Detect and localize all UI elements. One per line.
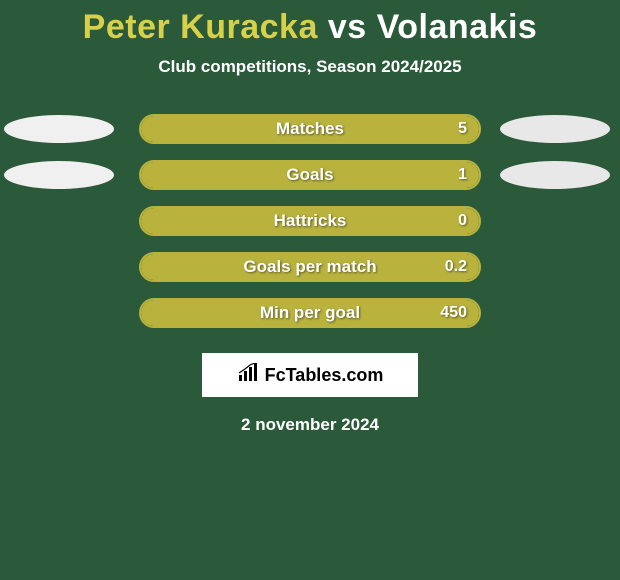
stat-label: Goals per match xyxy=(141,254,479,280)
player1-name: Peter Kuracka xyxy=(83,8,318,46)
stat-bar: Min per goal450 xyxy=(139,298,481,328)
logo-text: FcTables.com xyxy=(265,365,384,386)
stat-value: 0 xyxy=(458,208,467,234)
stats-list: Matches5Goals1Hattricks0Goals per match0… xyxy=(0,113,620,329)
player1-ellipse-icon xyxy=(4,115,114,143)
stat-value: 1 xyxy=(458,162,467,188)
bar-chart-icon xyxy=(237,363,261,388)
stat-bar: Matches5 xyxy=(139,114,481,144)
stat-bar: Goals per match0.2 xyxy=(139,252,481,282)
stat-label: Matches xyxy=(141,116,479,142)
infographic-container: Peter Kuracka vs Volanakis Club competit… xyxy=(0,0,620,435)
page-title: Peter Kuracka vs Volanakis xyxy=(0,8,620,47)
stat-bar: Hattricks0 xyxy=(139,206,481,236)
subtitle: Club competitions, Season 2024/2025 xyxy=(0,57,620,77)
player2-ellipse-icon xyxy=(500,115,610,143)
title-vs: vs xyxy=(328,8,367,46)
stat-row: Goals per match0.2 xyxy=(0,251,620,283)
player1-ellipse-icon xyxy=(4,161,114,189)
stat-value: 5 xyxy=(458,116,467,142)
logo-box[interactable]: FcTables.com xyxy=(202,353,418,397)
stat-label: Goals xyxy=(141,162,479,188)
stat-row: Hattricks0 xyxy=(0,205,620,237)
player2-ellipse-icon xyxy=(500,161,610,189)
stat-label: Hattricks xyxy=(141,208,479,234)
stat-value: 0.2 xyxy=(445,254,467,280)
stat-row: Matches5 xyxy=(0,113,620,145)
stat-value: 450 xyxy=(440,300,467,326)
stat-row: Goals1 xyxy=(0,159,620,191)
player2-name: Volanakis xyxy=(377,8,538,46)
stat-bar: Goals1 xyxy=(139,160,481,190)
stat-label: Min per goal xyxy=(141,300,479,326)
stat-row: Min per goal450 xyxy=(0,297,620,329)
date-text: 2 november 2024 xyxy=(0,415,620,435)
